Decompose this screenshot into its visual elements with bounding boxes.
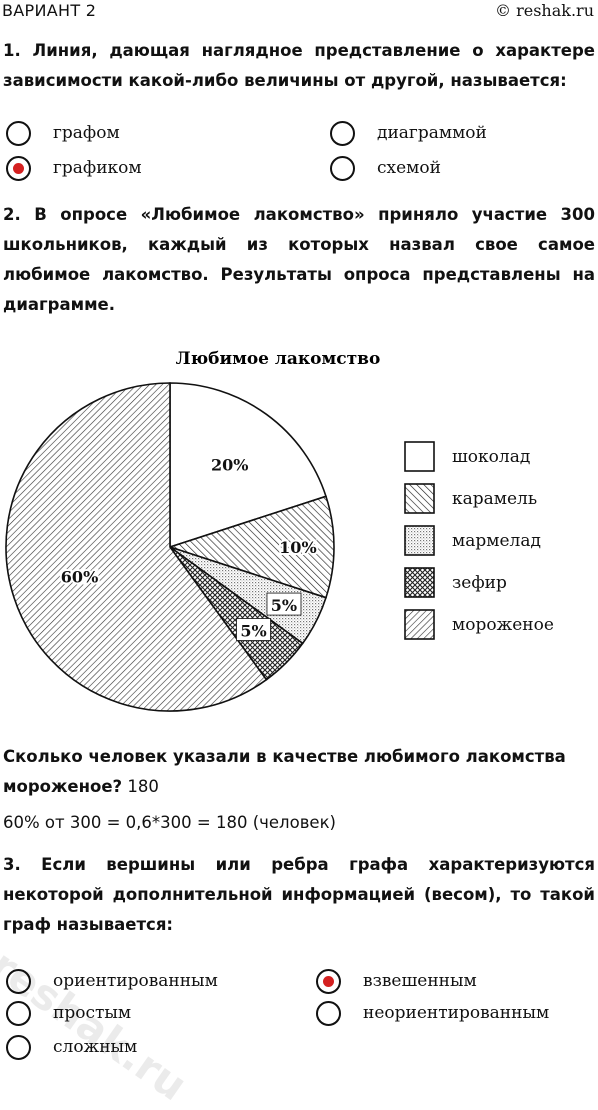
radio-icon[interactable] bbox=[6, 968, 31, 994]
question-1-text: 1. Линия, дающая наглядное представление… bbox=[3, 41, 595, 90]
q1-option-0[interactable]: графом bbox=[6, 116, 120, 150]
legend-label-карамель: карамель bbox=[452, 489, 537, 509]
legend-swatch-карамель bbox=[404, 483, 435, 514]
question-2-text: 2. В опросе «Любимое лакомство» приняло … bbox=[3, 205, 595, 314]
q3-option-3-label: взвешенным bbox=[363, 971, 477, 991]
radio-icon[interactable] bbox=[6, 120, 31, 146]
legend-label-зефир: зефир bbox=[452, 573, 507, 593]
legend-label-шоколад: шоколад bbox=[452, 447, 530, 467]
legend-label-мороженое: мороженое bbox=[452, 615, 554, 635]
q3-option-0[interactable]: ориентированным bbox=[6, 964, 218, 998]
q2-solution: 60% от 300 = 0,6*300 = 180 (человек) bbox=[3, 813, 336, 832]
q1-option-0-label: графом bbox=[53, 123, 120, 143]
pie-slice-карамель bbox=[167, 495, 335, 599]
legend-swatch-мармелад bbox=[404, 525, 435, 556]
radio-icon[interactable] bbox=[330, 120, 355, 146]
slice-label-box bbox=[266, 592, 302, 616]
slice-label-шоколад: 20% bbox=[211, 456, 248, 475]
slice-label-box bbox=[236, 618, 271, 641]
q3-option-1-label: простым bbox=[53, 1003, 132, 1023]
legend-label-мармелад: мармелад bbox=[452, 531, 541, 551]
q2-answer: 180 bbox=[127, 777, 159, 796]
q1-option-3[interactable]: схемой bbox=[330, 151, 441, 185]
radio-selected-icon[interactable] bbox=[316, 968, 341, 994]
q3-option-0-label: ориентированным bbox=[53, 971, 218, 991]
q3-option-2[interactable]: сложным bbox=[6, 1030, 137, 1064]
q3-option-1[interactable]: простым bbox=[6, 996, 131, 1030]
chart-title: Любимое лакомство bbox=[176, 349, 381, 369]
radio-icon[interactable] bbox=[6, 1000, 31, 1026]
radio-icon[interactable] bbox=[6, 1034, 31, 1060]
legend-swatch-шоколад bbox=[404, 441, 435, 472]
radio-icon[interactable] bbox=[330, 155, 355, 181]
q1-option-1-label: графиком bbox=[53, 158, 142, 178]
slice-label-зефир: 5% bbox=[240, 621, 266, 640]
q2-question: Сколько человек указали в качестве любим… bbox=[3, 742, 595, 802]
site-credit: © reshak.ru bbox=[495, 1, 594, 20]
variant-label: ВАРИАНТ 2 bbox=[2, 1, 97, 20]
radio-selected-icon[interactable] bbox=[6, 155, 31, 181]
q1-option-3-label: схемой bbox=[377, 158, 441, 178]
q3-option-3[interactable]: взвешенным bbox=[316, 964, 477, 998]
q3-option-4-label: неориентированным bbox=[363, 1003, 550, 1023]
pie-slice-шоколад bbox=[169, 382, 327, 549]
page-header: ВАРИАНТ 2 © reshak.ru bbox=[0, 0, 598, 22]
legend-swatch-зефир bbox=[404, 567, 435, 598]
legend-swatch-мороженое bbox=[404, 609, 435, 640]
q1-option-2[interactable]: диаграммой bbox=[330, 116, 487, 150]
radio-icon[interactable] bbox=[316, 1000, 341, 1026]
question-3-text: 3. Если вершины или ребра графа характер… bbox=[3, 855, 595, 934]
q2-question-text: Сколько человек указали в качестве любим… bbox=[3, 747, 566, 796]
slice-label-мармелад: 5% bbox=[271, 596, 297, 615]
slice-label-мороженое: 60% bbox=[61, 567, 98, 586]
pie-slice-мороженое bbox=[5, 382, 268, 712]
q1-option-1[interactable]: графиком bbox=[6, 151, 142, 185]
q1-option-2-label: диаграммой bbox=[377, 123, 487, 143]
q3-option-2-label: сложным bbox=[53, 1037, 138, 1057]
slice-label-карамель: 10% bbox=[279, 538, 316, 557]
q3-option-4[interactable]: неориентированным bbox=[316, 996, 549, 1030]
pie-chart: Любимое лакомство 20% 10% 5% 5% 60% шоколад к… bbox=[5, 349, 554, 712]
